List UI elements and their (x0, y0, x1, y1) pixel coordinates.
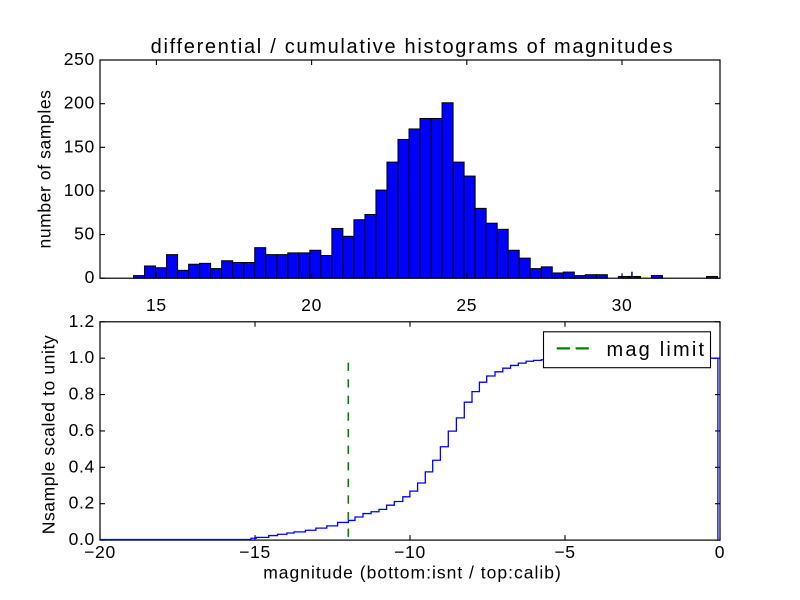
svg-text:0.2: 0.2 (69, 493, 95, 513)
svg-text:0.8: 0.8 (69, 384, 95, 404)
svg-text:1.0: 1.0 (69, 347, 95, 367)
svg-text:250: 250 (64, 49, 95, 69)
svg-text:100: 100 (64, 180, 95, 200)
svg-text:50: 50 (74, 224, 95, 244)
svg-text:0: 0 (85, 267, 95, 287)
svg-text:mag limit: mag limit (607, 339, 707, 361)
svg-text:150: 150 (64, 136, 95, 156)
svg-text:−5: −5 (554, 542, 575, 562)
svg-text:0.0: 0.0 (69, 529, 95, 549)
svg-text:−10: −10 (394, 542, 426, 562)
svg-text:number of samples: number of samples (34, 89, 54, 248)
svg-text:1.2: 1.2 (69, 311, 95, 331)
svg-text:25: 25 (456, 295, 477, 315)
svg-text:differential / cumulative hist: differential / cumulative histograms of … (151, 36, 675, 58)
svg-text:15: 15 (146, 295, 167, 315)
svg-text:20: 20 (301, 295, 322, 315)
svg-text:0.6: 0.6 (69, 420, 95, 440)
svg-text:Nsample scaled to unity: Nsample scaled to unity (38, 335, 58, 535)
svg-text:30: 30 (612, 295, 633, 315)
svg-text:magnitude (bottom:isnt / top:c: magnitude (bottom:isnt / top:calib) (263, 562, 562, 582)
svg-text:−15: −15 (239, 542, 271, 562)
svg-text:200: 200 (64, 93, 95, 113)
svg-text:0.4: 0.4 (69, 456, 95, 476)
svg-text:0: 0 (715, 542, 725, 562)
svg-text:−20: −20 (84, 542, 116, 562)
